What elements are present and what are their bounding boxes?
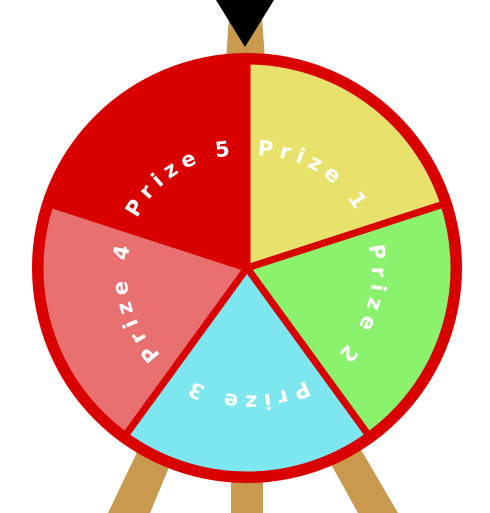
prize-wheel[interactable]: Prize 1 Prize 2 Prize 3 Prize 4 Prize 5	[32, 53, 462, 483]
wheel-segments	[36, 57, 458, 479]
pointer-triangle-icon	[216, 0, 274, 47]
wheel-segment-5	[46, 57, 251, 272]
wheel-segment-3	[121, 264, 373, 479]
wheel-segment-4	[36, 200, 251, 439]
wheel-segment-2	[243, 200, 458, 439]
wheel-segment-1	[243, 57, 448, 272]
